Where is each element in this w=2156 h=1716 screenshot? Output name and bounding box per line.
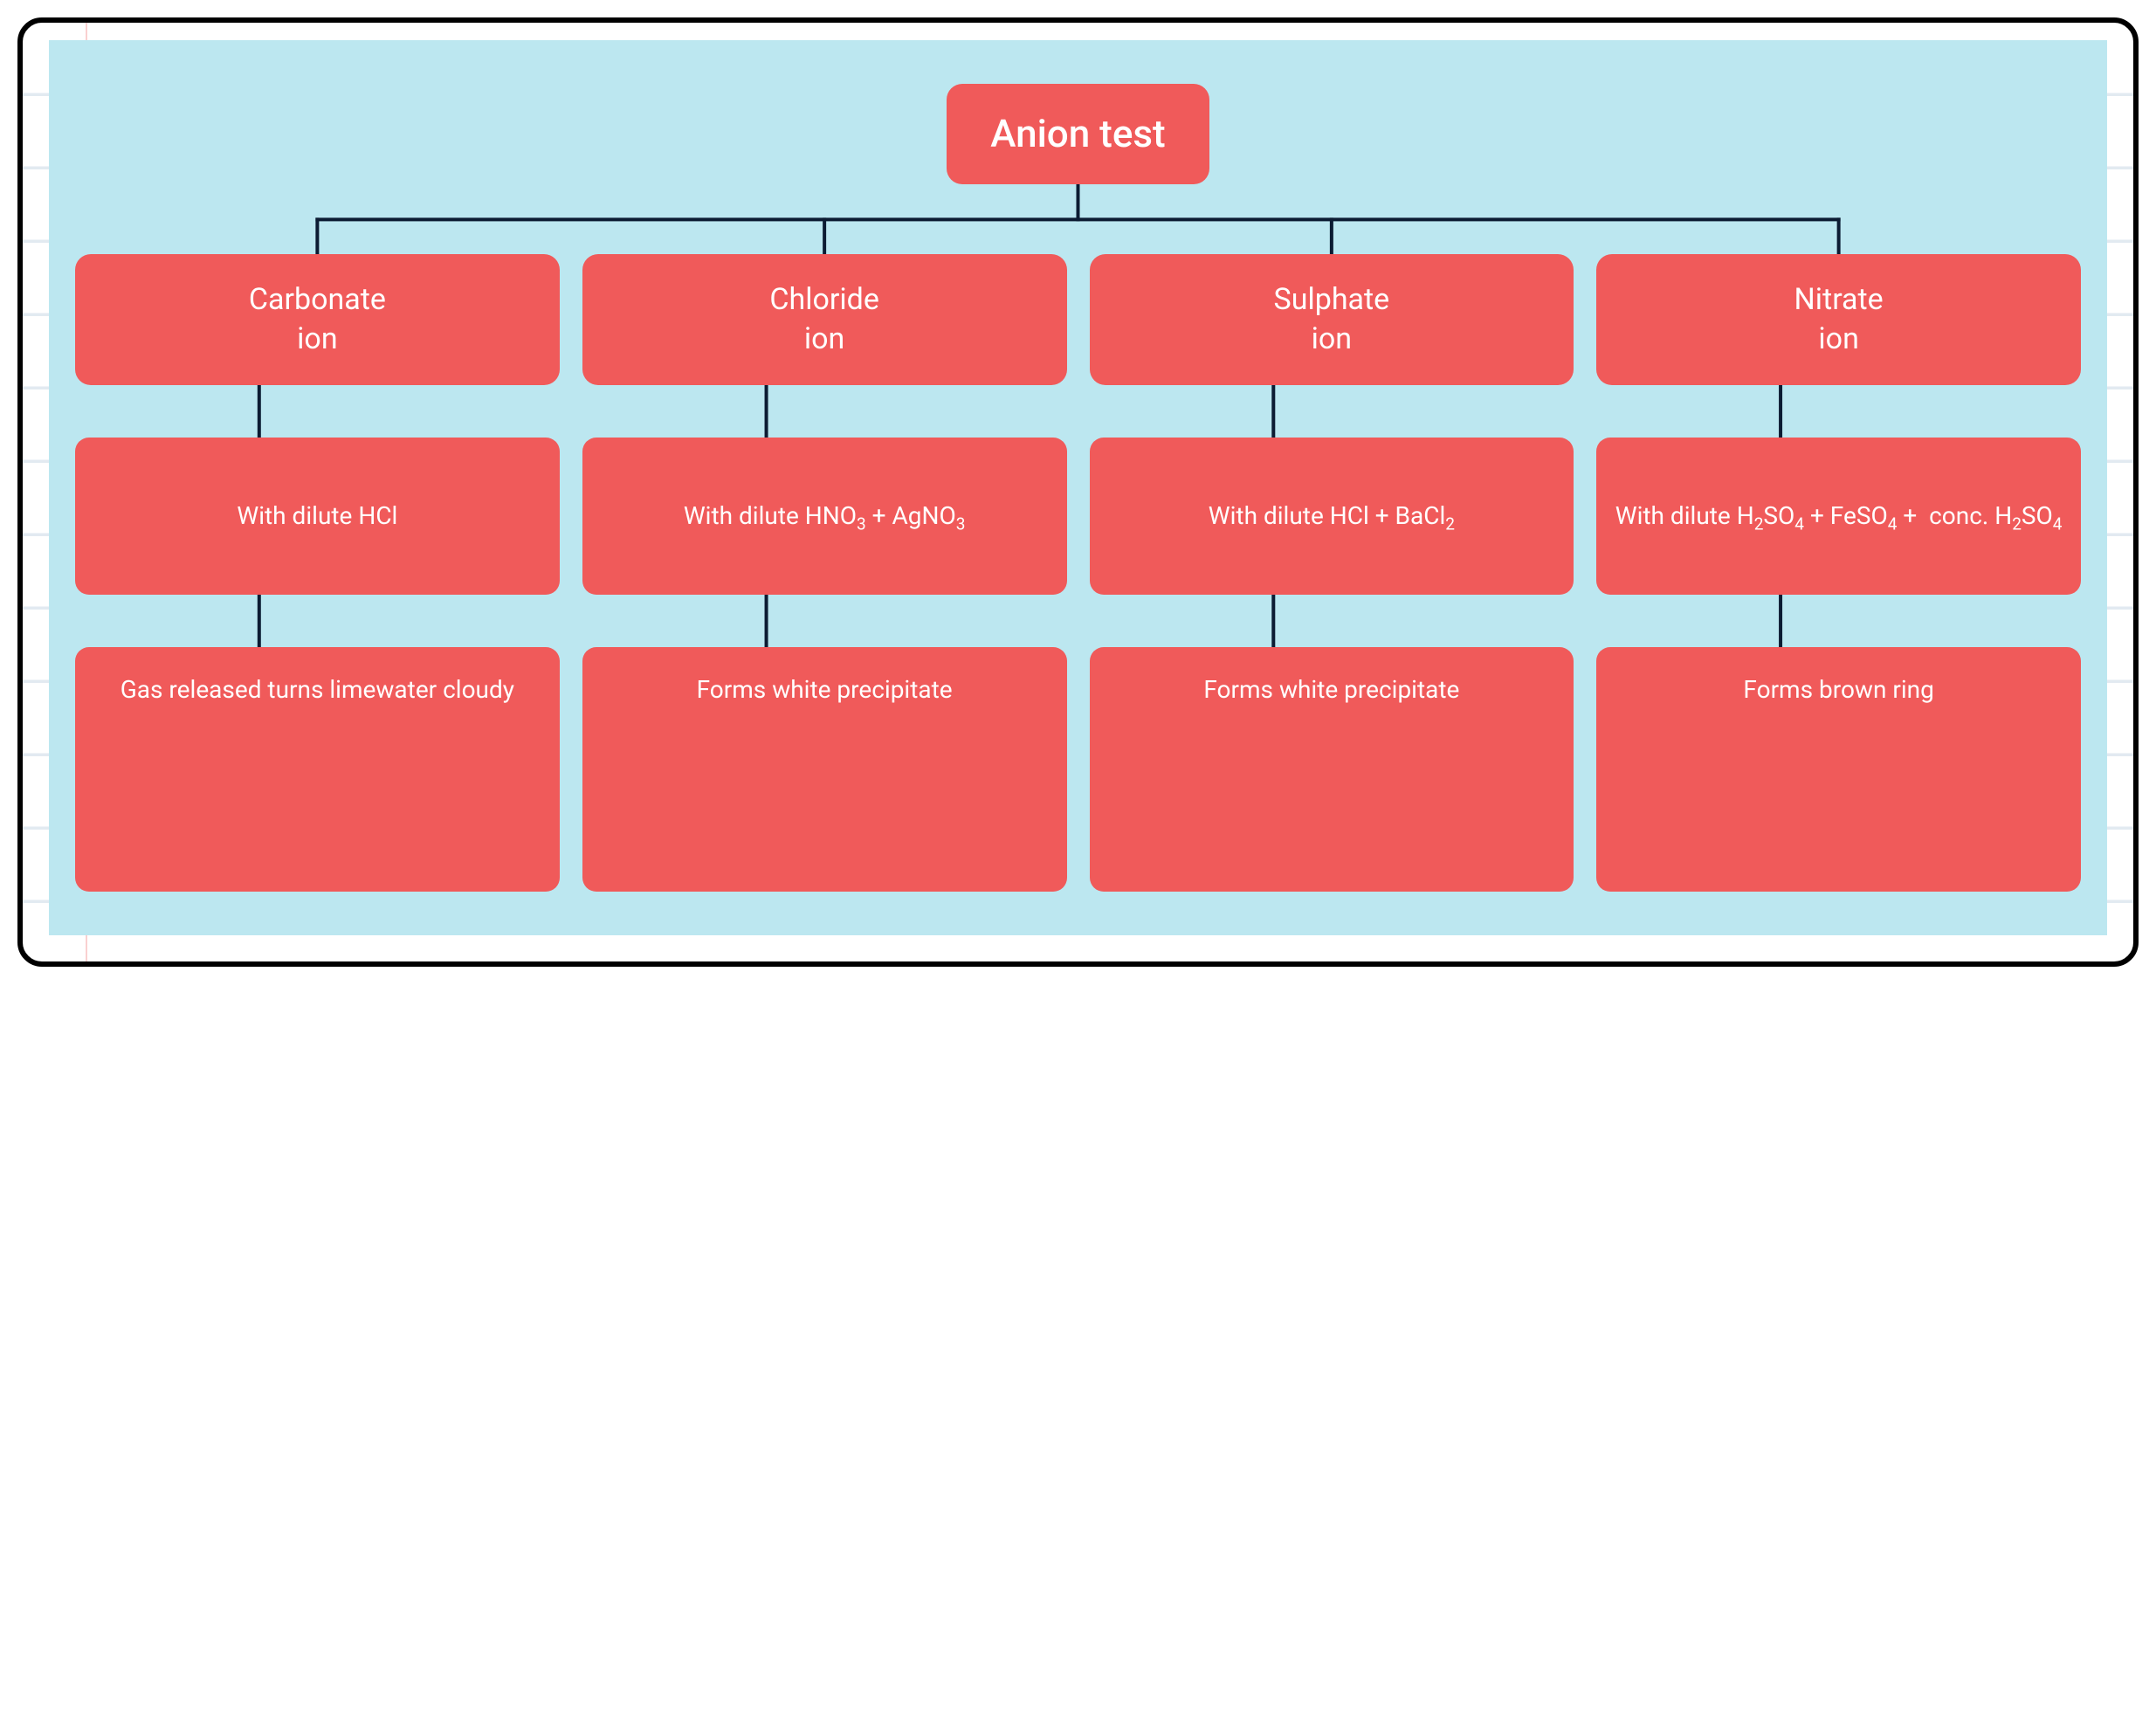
result-node: Gas released turns limewater cloudy <box>75 647 560 892</box>
reagent-node: With dilute HNO3 + AgNO3 <box>582 438 1067 595</box>
ion-node: Carbonateion <box>75 254 560 385</box>
ion-row: CarbonateionChlorideionSulphateionNitrat… <box>75 254 2081 385</box>
root-node: Anion test <box>947 84 1209 184</box>
result-node: Forms brown ring <box>1596 647 2081 892</box>
root-row: Anion test <box>75 84 2081 184</box>
result-row: Gas released turns limewater cloudyForms… <box>75 647 2081 892</box>
reagent-node: With dilute H2SO4 + FeSO4 + conc. H2SO4 <box>1596 438 2081 595</box>
notebook-page: Anion test CarbonateionChlorideionSulpha… <box>17 17 2139 967</box>
ion-node: Nitrateion <box>1596 254 2081 385</box>
ion-node: Chlorideion <box>582 254 1067 385</box>
result-node: Forms white precipitate <box>582 647 1067 892</box>
reagent-node: With dilute HCl <box>75 438 560 595</box>
result-node: Forms white precipitate <box>1090 647 1574 892</box>
ion-node: Sulphateion <box>1090 254 1574 385</box>
diagram-panel: Anion test CarbonateionChlorideionSulpha… <box>49 40 2107 935</box>
reagent-node: With dilute HCl + BaCl2 <box>1090 438 1574 595</box>
reagent-row: With dilute HClWith dilute HNO3 + AgNO3W… <box>75 438 2081 595</box>
